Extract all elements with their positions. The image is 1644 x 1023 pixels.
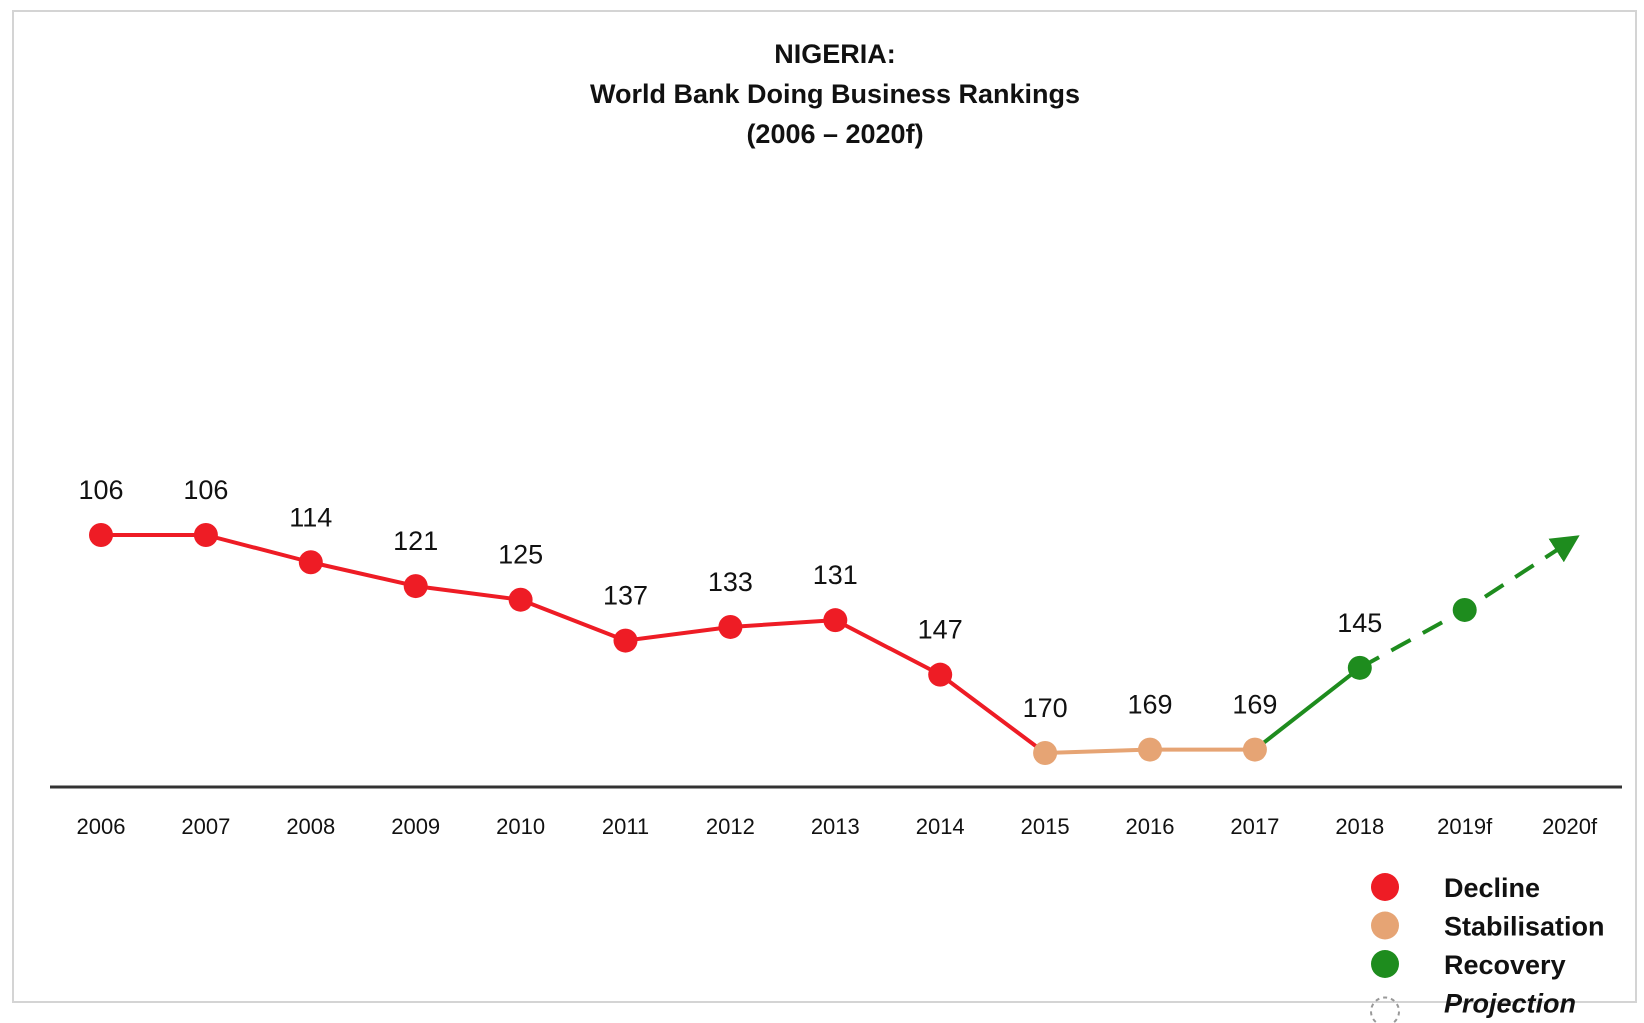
x-tick-label-2011: 2011: [602, 814, 649, 839]
data-point-2016: [1138, 737, 1162, 762]
x-tick-label-2018: 2018: [1335, 814, 1384, 839]
legend-label-recovery: Recovery: [1444, 950, 1566, 980]
data-point-2009: [403, 574, 428, 599]
data-point-2015: [1033, 741, 1058, 765]
data-label-2018: 145: [1337, 608, 1382, 638]
x-tick-label-2007: 2007: [181, 814, 230, 839]
data-labels-layer: 106 106 114 121 125 137 133 131 147 170 169 169 145: [78, 475, 1382, 723]
series-line-decline: [101, 533, 1047, 755]
x-tick-label-2009: 2009: [391, 814, 440, 839]
data-label-2015: 170: [1023, 693, 1068, 723]
chart-title-line-3: (2006 – 2020f): [746, 119, 924, 149]
legend: Decline Stabilisation Recovery Projection: [1370, 873, 1605, 1023]
data-point-2007: [193, 523, 218, 547]
x-tick-labels: 2006 2007 2008 2009 2010 2011 2012 2013 2014 2015…: [77, 814, 1598, 839]
x-tick-label-2006: 2006: [77, 814, 126, 839]
data-point-2008: [298, 550, 323, 575]
x-tick-label-2012: 2012: [706, 814, 755, 839]
chart-frame: [12, 10, 1637, 1003]
x-tick-label-2013: 2013: [811, 814, 860, 839]
x-tick-label-2020f: 2020f: [1542, 814, 1598, 839]
legend-label-stabilisation: Stabilisation: [1444, 912, 1605, 942]
data-label-2009: 121: [393, 526, 438, 556]
data-label-2013: 131: [813, 560, 858, 590]
legend-marker-projection: [1370, 996, 1400, 1023]
x-tick-label-2019f: 2019f: [1437, 814, 1493, 839]
data-point-2019f: [1452, 597, 1477, 622]
legend-marker-stabilisation: [1371, 911, 1399, 940]
x-tick-label-2017: 2017: [1230, 814, 1279, 839]
points-layer: [89, 523, 1477, 765]
data-point-2011: [613, 628, 638, 653]
legend-marker-recovery: [1371, 950, 1399, 978]
data-label-2006: 106: [78, 475, 123, 505]
x-tick-label-2016: 2016: [1126, 814, 1175, 839]
chart-title: NIGERIA: World Bank Doing Business Ranki…: [0, 34, 1644, 154]
data-point-2012: [718, 614, 743, 639]
chart-title-line-1: NIGERIA:: [774, 39, 896, 69]
data-label-2017: 169: [1232, 690, 1277, 720]
legend-label-decline: Decline: [1444, 873, 1540, 903]
data-point-2010: [508, 587, 533, 612]
data-label-2016: 169: [1127, 690, 1172, 720]
x-tick-label-2008: 2008: [286, 814, 335, 839]
data-point-2014: [928, 662, 953, 687]
data-point-2006: [89, 523, 113, 547]
data-label-2014: 147: [918, 615, 963, 645]
data-point-2018: [1347, 655, 1372, 680]
data-label-2011: 137: [603, 581, 648, 611]
x-tick-label-2015: 2015: [1021, 814, 1070, 839]
data-label-2012: 133: [708, 567, 753, 597]
x-tick-label-2014: 2014: [916, 814, 965, 839]
data-point-2013: [823, 608, 848, 633]
x-tick-label-2010: 2010: [496, 814, 545, 839]
legend-marker-decline: [1371, 873, 1399, 901]
data-label-2008: 114: [289, 502, 332, 532]
data-label-2010: 125: [498, 540, 543, 570]
legend-label-projection: Projection: [1444, 989, 1576, 1019]
data-point-2017: [1242, 737, 1267, 762]
series-line-recovery: [1253, 666, 1362, 752]
data-label-2007: 106: [183, 475, 228, 505]
chart-title-line-2: World Bank Doing Business Rankings: [589, 79, 1081, 109]
